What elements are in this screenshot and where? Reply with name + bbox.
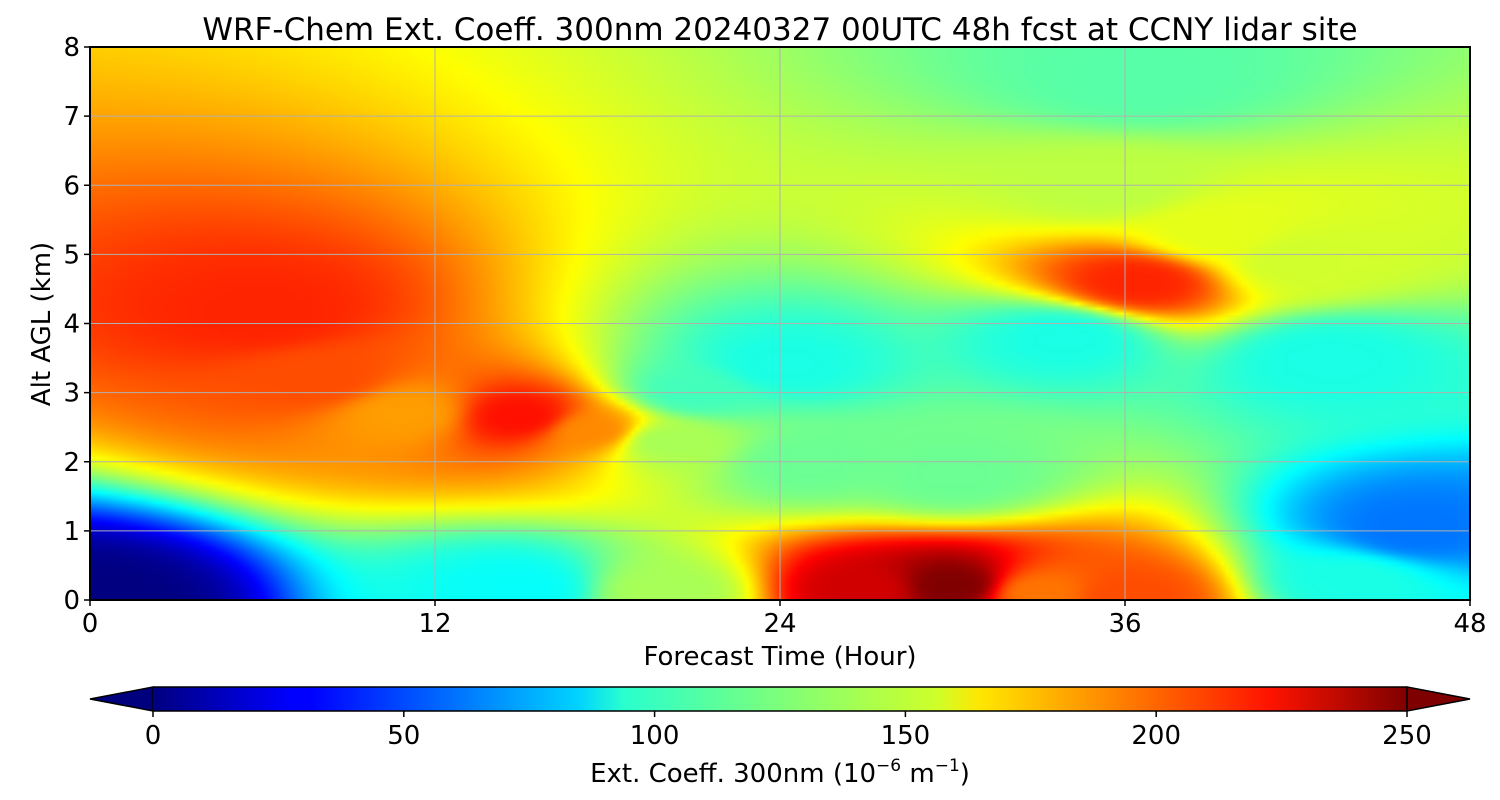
colorbar-tick-label: 250 xyxy=(1382,721,1432,751)
y-tick-label: 1 xyxy=(63,517,80,547)
colorbar-ticks: 0 50 100 150 200 250 xyxy=(145,711,1432,751)
colorbar-label-exp2: −1 xyxy=(935,756,960,776)
y-tick-label: 0 xyxy=(63,586,80,616)
colorbar-label-end: ) xyxy=(960,759,970,789)
colorbar-border xyxy=(153,686,1407,712)
x-tick-label: 12 xyxy=(418,609,451,639)
colorbar-extend-high xyxy=(1406,686,1471,712)
colorbar-label-mid: m xyxy=(901,759,935,789)
colorbar-label-main: Ext. Coeff. 300nm (10 xyxy=(590,759,876,789)
x-axis-label: Forecast Time (Hour) xyxy=(643,642,916,672)
y-tick-label: 8 xyxy=(63,33,80,63)
colorbar-tick-label: 100 xyxy=(630,721,680,751)
colorbar-tick-label: 150 xyxy=(881,721,931,751)
colorbar-extend-low xyxy=(89,686,154,712)
x-axis-ticks: 0 12 24 36 48 xyxy=(82,600,1487,639)
y-tick-label: 2 xyxy=(63,448,80,478)
x-tick-label: 24 xyxy=(763,609,796,639)
y-tick-label: 5 xyxy=(63,240,80,270)
colorbar-label-exp1: −6 xyxy=(876,756,901,776)
y-axis-ticks: 0 1 2 3 4 5 6 7 8 xyxy=(63,33,90,616)
y-tick-label: 3 xyxy=(63,379,80,409)
x-tick-label: 36 xyxy=(1108,609,1141,639)
y-tick-label: 7 xyxy=(63,102,80,132)
colorbar-body xyxy=(153,687,1407,711)
colorbar-tick-label: 0 xyxy=(145,721,162,751)
y-tick-label: 4 xyxy=(63,310,80,340)
colorbar-label: Ext. Coeff. 300nm (10−6 m−1) xyxy=(590,756,970,789)
colorbar: 0 50 100 150 200 250 Ext. Coeff. 300nm (10−6 … xyxy=(89,686,1471,789)
chart-title: WRF-Chem Ext. Coeff. 300nm 20240327 00UT… xyxy=(202,12,1357,48)
y-tick-label: 6 xyxy=(63,171,80,201)
colorbar-tick-label: 50 xyxy=(387,721,420,751)
x-tick-label: 0 xyxy=(82,609,99,639)
y-axis-label: Alt AGL (km) xyxy=(27,242,57,406)
x-tick-label: 48 xyxy=(1453,609,1486,639)
colorbar-tick-label: 200 xyxy=(1131,721,1181,751)
